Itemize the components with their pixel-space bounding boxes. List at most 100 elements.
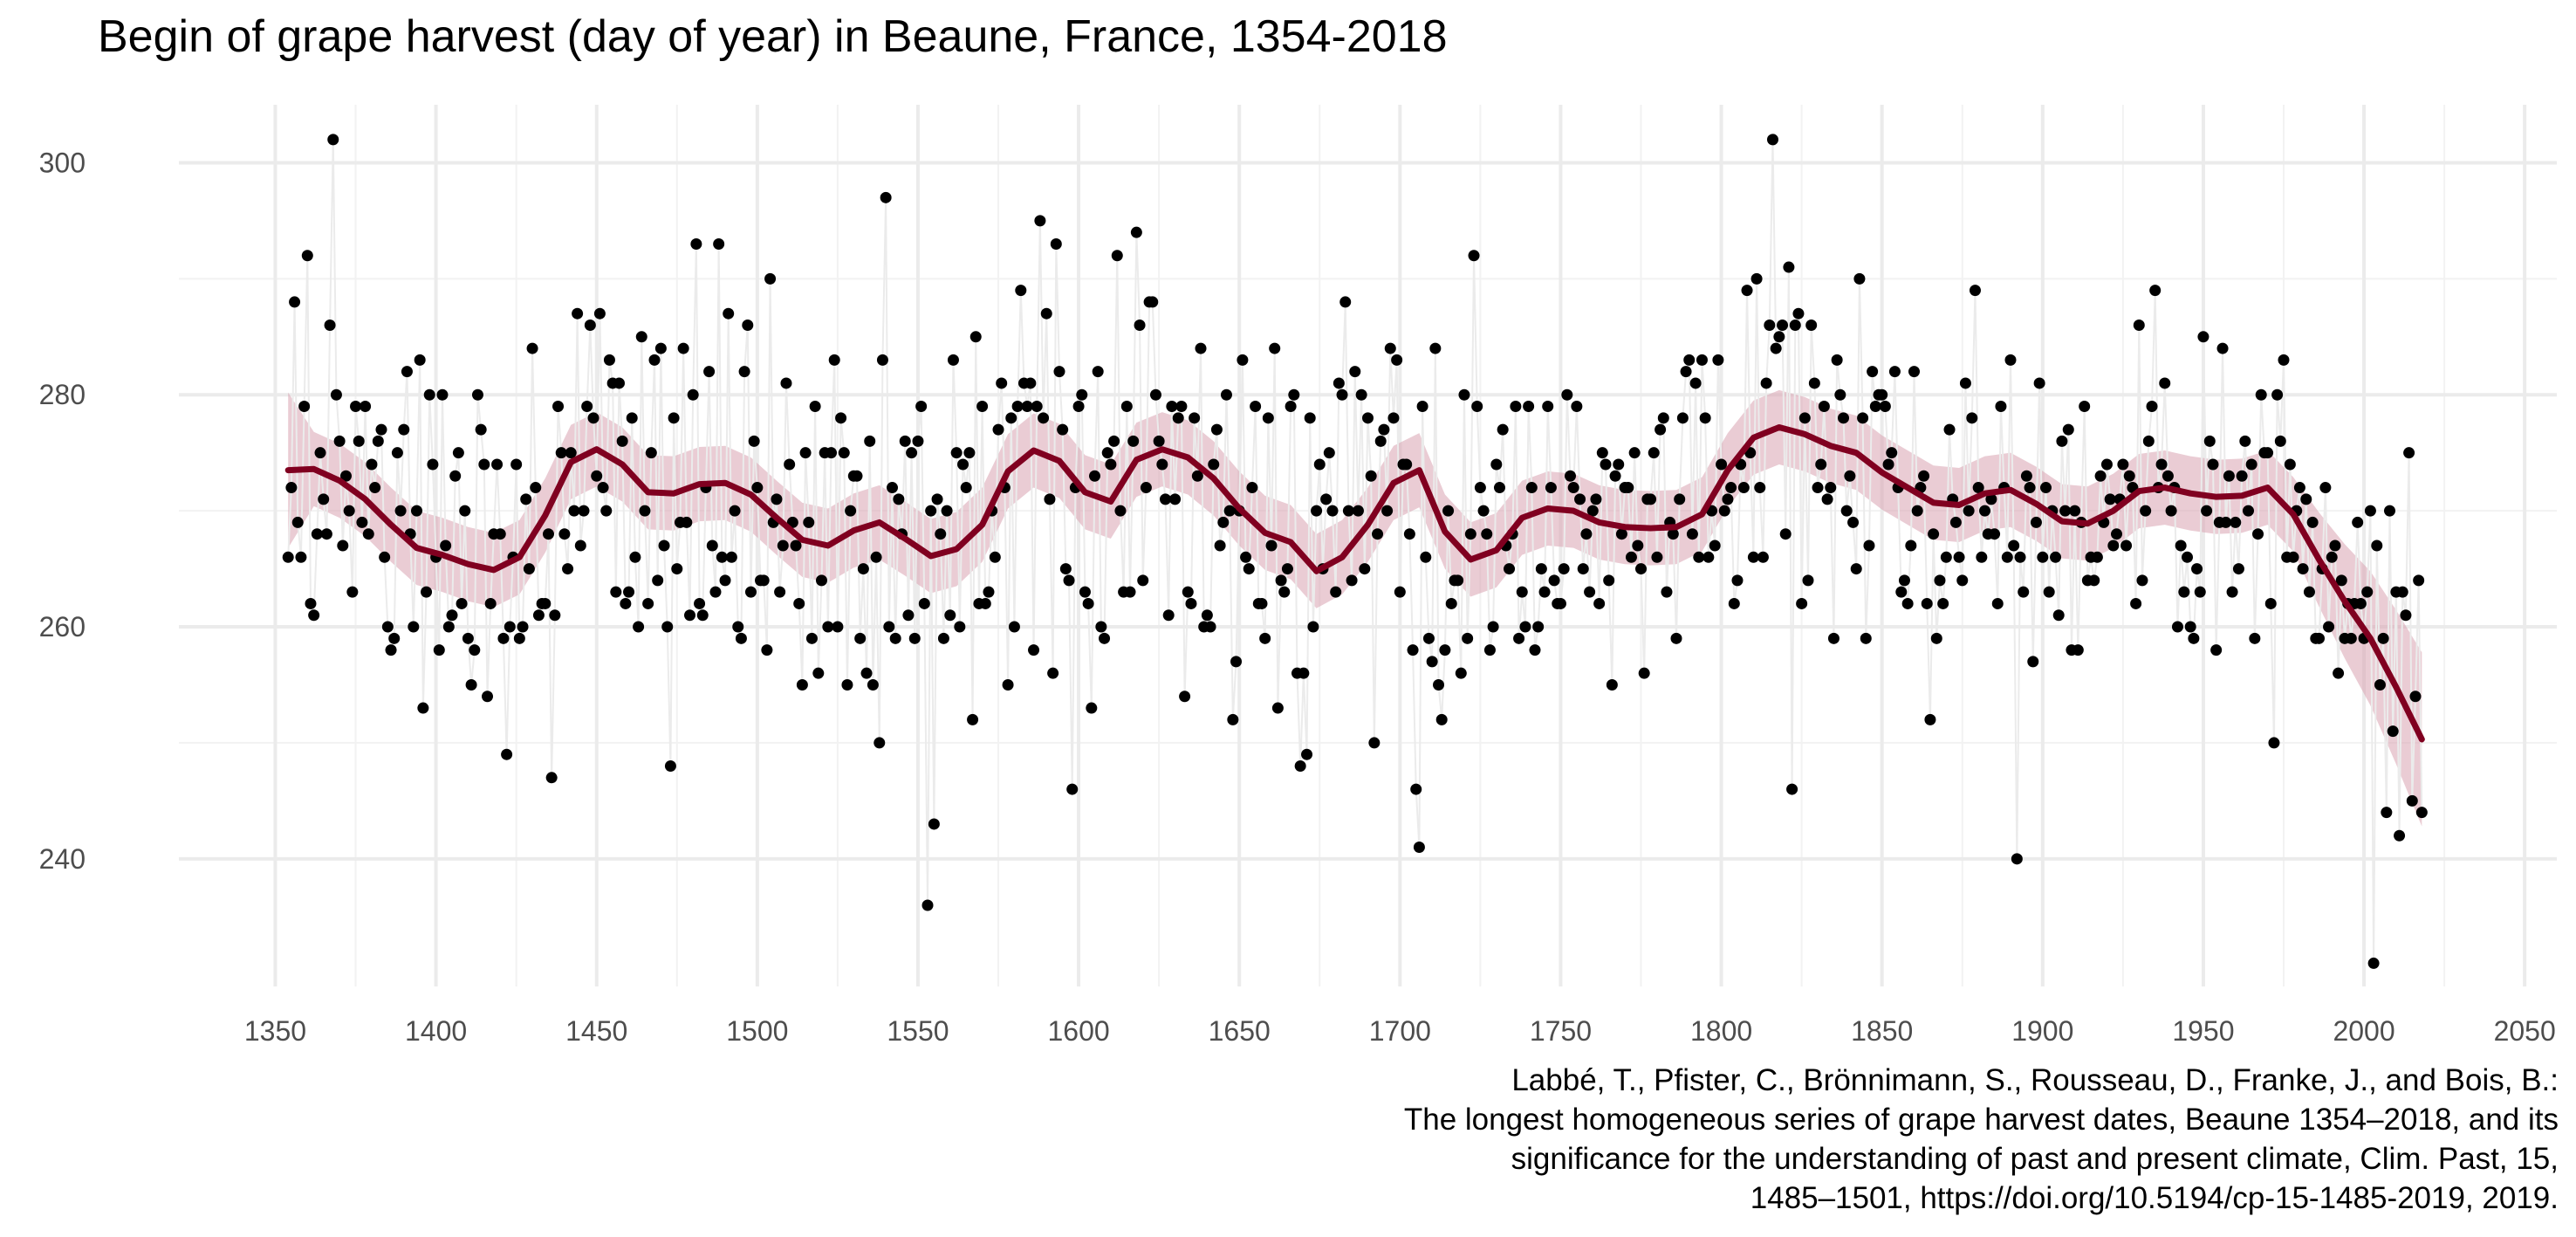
data-point — [2072, 644, 2084, 656]
data-point — [2345, 632, 2357, 644]
data-point — [526, 342, 538, 354]
data-point — [1750, 272, 1763, 285]
data-point — [1313, 458, 1326, 471]
data-point — [864, 435, 876, 447]
data-point — [784, 458, 796, 471]
data-point — [2100, 458, 2113, 471]
data-point — [883, 621, 895, 633]
data-point — [2140, 505, 2152, 517]
data-point — [572, 307, 584, 320]
data-point — [1169, 493, 1182, 505]
data-point — [372, 435, 384, 447]
data-point — [2329, 539, 2341, 552]
data-point — [870, 551, 882, 563]
ribbon-area — [288, 389, 2422, 827]
data-point — [1227, 713, 1239, 725]
data-point — [1593, 597, 1606, 609]
data-point — [2088, 574, 2100, 587]
data-point — [735, 632, 747, 644]
data-point — [2014, 551, 2026, 563]
data-point — [1339, 296, 1352, 308]
data-point — [1063, 574, 1075, 587]
data-point — [941, 505, 953, 517]
data-point — [1294, 760, 1306, 772]
data-point — [992, 423, 1004, 436]
data-point — [1645, 493, 1657, 505]
data-point — [2262, 447, 2274, 459]
data-point — [694, 597, 706, 609]
data-point — [822, 621, 834, 633]
data-point — [2287, 551, 2299, 563]
data-point — [2004, 354, 2017, 366]
data-point — [713, 237, 725, 250]
data-point — [1731, 574, 1744, 587]
data-point — [1250, 401, 1262, 413]
data-point — [1368, 737, 1380, 749]
data-point — [867, 678, 879, 691]
data-point — [1754, 482, 1766, 494]
data-point — [1747, 551, 1759, 563]
data-point — [642, 597, 654, 609]
data-point — [497, 632, 510, 644]
data-point — [1802, 574, 1814, 587]
data-point — [1728, 597, 1740, 609]
data-point — [1709, 539, 1721, 552]
data-point — [1532, 621, 1545, 633]
data-point — [1760, 377, 1772, 389]
data-point — [899, 435, 911, 447]
data-point — [928, 818, 940, 830]
data-point — [1420, 551, 1432, 563]
data-point — [947, 354, 959, 366]
data-point — [2117, 458, 2129, 471]
x-tick-label: 1800 — [1690, 1015, 1752, 1047]
data-point — [979, 597, 991, 609]
data-point — [1876, 388, 1888, 401]
data-point — [343, 505, 355, 517]
data-point — [719, 574, 731, 587]
data-point — [1648, 447, 1660, 459]
data-point — [1963, 505, 1975, 517]
data-point — [1189, 412, 1201, 424]
data-point — [1834, 388, 1846, 401]
data-point — [1827, 632, 1840, 644]
data-point — [2354, 597, 2367, 609]
data-point — [1796, 597, 1808, 609]
data-point — [1676, 412, 1689, 424]
data-point — [330, 388, 342, 401]
data-point — [1510, 401, 1522, 413]
data-point — [623, 586, 635, 598]
data-point — [1661, 586, 1673, 598]
data-point — [1683, 354, 1696, 366]
data-point — [308, 609, 320, 622]
data-point — [1285, 401, 1297, 413]
data-point — [1407, 644, 1419, 656]
data-point — [2062, 423, 2074, 436]
data-point — [1111, 250, 1123, 262]
data-point — [1384, 342, 1396, 354]
data-point — [513, 632, 525, 644]
data-point — [2107, 539, 2120, 552]
citation-line: The longest homogeneous series of grape … — [1403, 1103, 2559, 1137]
x-tick-label: 2000 — [2333, 1015, 2394, 1047]
data-point — [1288, 388, 1300, 401]
data-point — [645, 447, 657, 459]
data-point — [1372, 528, 1384, 540]
data-point — [1416, 401, 1428, 413]
data-point — [729, 505, 741, 517]
data-point — [1949, 516, 1962, 528]
data-point — [1365, 470, 1377, 482]
data-point — [314, 447, 326, 459]
data-point — [2079, 401, 2091, 413]
data-point — [1838, 412, 1849, 424]
data-point — [1571, 401, 1583, 413]
citation-line: Labbé, T., Pfister, C., Brönnimann, S., … — [1511, 1063, 2559, 1097]
data-point — [2239, 435, 2251, 447]
data-point — [2303, 586, 2315, 598]
data-point — [658, 539, 670, 552]
data-point — [2201, 505, 2213, 517]
y-tick-label: 260 — [39, 611, 86, 643]
data-point — [915, 401, 928, 413]
data-point — [1943, 423, 1956, 436]
data-point — [1413, 842, 1425, 854]
